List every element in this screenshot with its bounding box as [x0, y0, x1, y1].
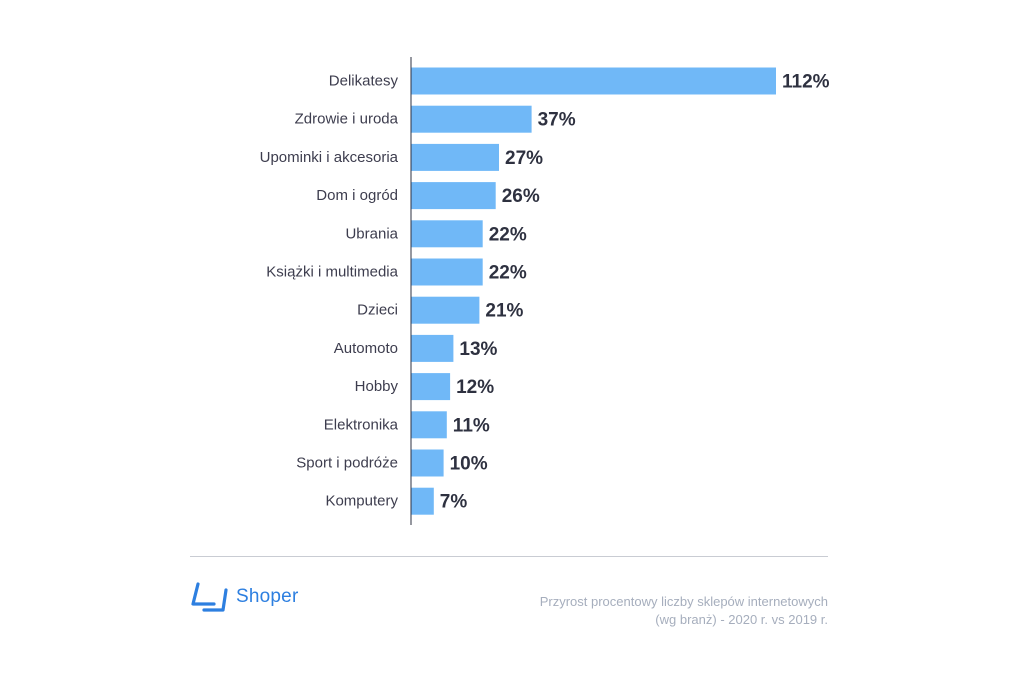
bar — [411, 449, 444, 477]
category-label: Dzieci — [357, 302, 398, 319]
bar — [411, 487, 434, 515]
value-label: 13% — [459, 339, 497, 360]
category-label: Automoto — [334, 340, 398, 357]
category-label: Dom i ogród — [316, 187, 398, 204]
value-label: 21% — [485, 301, 523, 322]
value-label: 112% — [782, 72, 830, 93]
bar-chart: Delikatesy 112% Zdrowie i uroda 37% Upominki… — [260, 57, 830, 525]
category-label: Komputery — [325, 493, 398, 510]
bar — [411, 296, 480, 324]
category-label: Elektronika — [324, 416, 399, 433]
category-label: Ubrania — [345, 225, 398, 242]
value-label: 11% — [453, 415, 490, 436]
bar — [411, 411, 447, 439]
category-label: Upominki i akcesoria — [260, 149, 399, 166]
brand-logo[interactable]: Shoper — [190, 580, 298, 614]
bar — [411, 143, 499, 171]
bar — [411, 67, 776, 95]
bar — [411, 105, 532, 133]
category-label: Hobby — [355, 378, 399, 395]
value-label: 12% — [456, 377, 494, 398]
value-label: 10% — [450, 454, 488, 475]
value-label: 22% — [489, 224, 527, 245]
bar — [411, 334, 454, 362]
caption-line-2: (wg branż) - 2020 r. vs 2019 r. — [655, 612, 828, 627]
footer-divider — [190, 556, 828, 557]
category-label: Delikatesy — [329, 73, 399, 90]
shoper-logo-icon — [191, 582, 228, 612]
value-label: 26% — [502, 186, 540, 207]
bar — [411, 373, 451, 401]
brand-name: Shoper — [236, 586, 299, 607]
bar — [411, 182, 496, 210]
chart-caption: Przyrost procentowy liczby sklepów inter… — [540, 593, 828, 629]
value-label: 7% — [440, 492, 468, 513]
value-label: 22% — [489, 263, 527, 284]
bar — [411, 220, 483, 248]
category-label: Książki i multimedia — [266, 264, 398, 281]
bar — [411, 258, 483, 286]
value-label: 37% — [538, 110, 576, 131]
caption-line-1: Przyrost procentowy liczby sklepów inter… — [539, 594, 828, 609]
category-label: Sport i podróże — [296, 455, 398, 472]
category-label: Zdrowie i uroda — [295, 111, 399, 128]
value-label: 27% — [505, 148, 543, 169]
